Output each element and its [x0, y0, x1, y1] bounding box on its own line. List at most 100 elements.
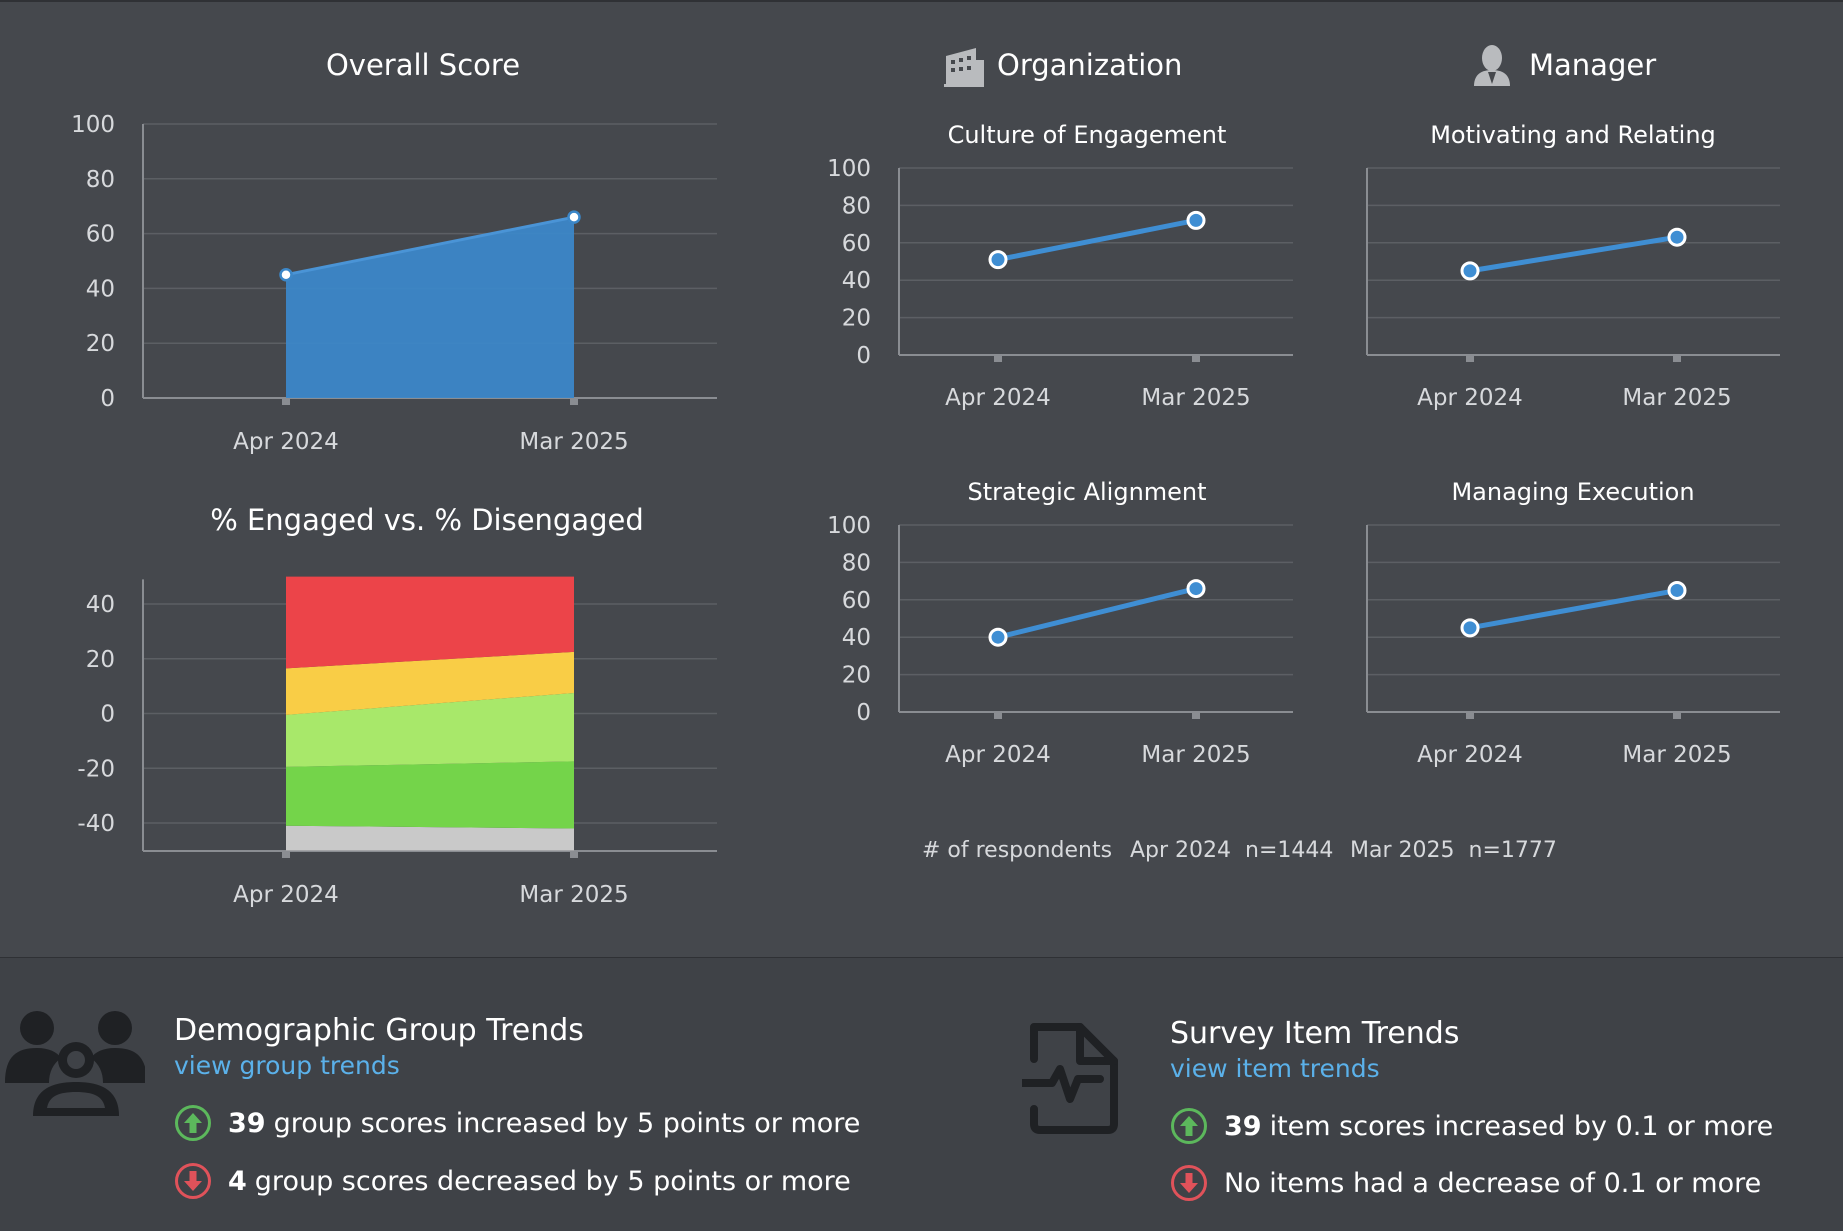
data-point — [279, 267, 293, 282]
respondents-entry-2: Mar 2025 n=1777 — [1350, 838, 1557, 863]
strategic-alignment-chart: Strategic Alignment 0 20 40 60 80 100 Apr 2024 M… — [827, 478, 1293, 768]
y-tick-label: 100 — [827, 156, 871, 182]
data-point — [1186, 579, 1206, 599]
y-tick-label: 0 — [856, 700, 871, 726]
y-tick-label: 40 — [86, 276, 115, 302]
y-tick-label: 40 — [842, 268, 871, 294]
y-tick-label: 80 — [842, 193, 871, 219]
item-decrease-text: No items had a decrease of 0.1 or more — [1224, 1167, 1762, 1199]
overall-score-chart: Overall Score 0 20 40 60 80 100 Apr 2024 Mar 202… — [71, 48, 717, 455]
y-tick-label: 0 — [100, 386, 115, 412]
item-increase-row: 39 item scores increased by 0.1 or more — [1170, 1107, 1773, 1145]
group-decrease-count: 4 — [228, 1165, 247, 1197]
y-tick-label: 80 — [842, 550, 871, 576]
data-point — [1667, 227, 1687, 247]
top-border — [0, 0, 1843, 2]
charts-area: Organization Manager Overall Score 0 20 40 6… — [71, 45, 1780, 908]
y-tick-label: 60 — [86, 222, 115, 248]
y-tick-label: 40 — [86, 592, 115, 618]
survey-item-trends-title: Survey Item Trends — [1170, 1016, 1460, 1051]
group-decrease-text: group scores decreased by 5 points or mo… — [254, 1165, 851, 1197]
data-point — [1667, 580, 1687, 600]
y-tick-label: -40 — [77, 811, 115, 837]
x-tick-mark — [1192, 355, 1200, 362]
group-increase-count: 39 — [228, 1107, 266, 1139]
item-increase-count: 39 — [1224, 1110, 1262, 1142]
y-tick-label: 20 — [86, 331, 115, 357]
demographic-trends-title: Demographic Group Trends — [174, 1013, 584, 1048]
x-tick-mark — [1466, 355, 1474, 362]
x-tick-mark — [282, 851, 290, 858]
y-tick-label: 100 — [71, 112, 115, 138]
respondents-period: Apr 2024 — [1130, 838, 1232, 863]
motivating-and-relating-chart: Motivating and Relating Apr 2024 Mar 2025 — [1366, 121, 1780, 411]
respondents-count: n=1777 — [1468, 838, 1557, 863]
x-tick-label: Mar 2025 — [1141, 385, 1250, 411]
data-point — [567, 210, 581, 224]
series-line — [1467, 234, 1680, 274]
arrow-down-icon — [175, 1163, 211, 1199]
y-tick-label: 60 — [842, 231, 871, 257]
person-icon — [1474, 45, 1510, 86]
x-tick-mark — [570, 851, 578, 858]
series-line — [1467, 587, 1680, 631]
y-tick-label: 100 — [827, 513, 871, 539]
data-point — [1186, 210, 1206, 230]
x-tick-mark — [1466, 712, 1474, 719]
y-tick-label: 20 — [86, 647, 115, 673]
x-tick-mark — [994, 355, 1002, 362]
manager-header: Manager — [1474, 45, 1656, 86]
group-increase-text: group scores increased by 5 points or mo… — [273, 1107, 861, 1139]
x-tick-mark — [1673, 355, 1681, 362]
chart-title: Overall Score — [326, 48, 520, 82]
group-decrease-row: 4 group scores decreased by 5 points or … — [174, 1162, 851, 1200]
chart-title: % Engaged vs. % Disengaged — [210, 503, 644, 537]
y-tick-label: 20 — [842, 306, 871, 332]
building-icon — [944, 48, 984, 87]
x-tick-mark — [994, 712, 1002, 719]
x-tick-label: Apr 2024 — [233, 429, 339, 455]
y-tick-label: 20 — [842, 663, 871, 689]
view-item-trends-link[interactable]: view item trends — [1170, 1054, 1380, 1083]
engagement-band — [286, 692, 574, 767]
engagement-band — [286, 761, 574, 829]
engagement-band — [286, 825, 574, 851]
item-increase-text: item scores increased by 0.1 or more — [1269, 1110, 1774, 1142]
y-tick-label: -20 — [77, 756, 115, 782]
x-tick-label: Mar 2025 — [1622, 385, 1731, 411]
respondents-entry-1: Apr 2024 n=1444 — [1130, 838, 1333, 863]
chart-title: Strategic Alignment — [967, 478, 1206, 506]
data-point — [1460, 618, 1480, 638]
y-tick-label: 60 — [842, 588, 871, 614]
y-tick-label: 0 — [100, 702, 115, 728]
view-group-trends-link[interactable]: view group trends — [174, 1051, 400, 1080]
engaged-vs-disengaged-chart: % Engaged vs. % Disengaged 40 20 0 -20 -40 Apr… — [77, 503, 717, 908]
engagement-band — [286, 651, 574, 715]
arrow-up-icon — [175, 1105, 211, 1141]
culture-of-engagement-chart: Culture of Engagement 0 20 40 60 80 100 Apr 202… — [827, 121, 1293, 411]
x-tick-label: Apr 2024 — [1417, 385, 1523, 411]
x-tick-mark — [570, 398, 578, 405]
x-tick-mark — [1673, 712, 1681, 719]
group-icon — [5, 1011, 145, 1116]
respondents-period: Mar 2025 — [1350, 838, 1455, 863]
arrow-down-icon — [1171, 1165, 1207, 1201]
chart-title: Culture of Engagement — [948, 121, 1227, 149]
item-decrease-row: No items had a decrease of 0.1 or more — [1170, 1164, 1761, 1202]
document-pulse-icon — [1022, 1023, 1118, 1134]
managing-execution-chart: Managing Execution Apr 2024 Mar 2025 — [1366, 478, 1780, 768]
x-tick-label: Apr 2024 — [945, 742, 1051, 768]
engagement-band — [286, 576, 574, 669]
respondents-label: # of respondents — [922, 838, 1113, 863]
organization-header: Organization — [944, 48, 1182, 87]
data-point — [988, 250, 1008, 270]
series-line — [995, 217, 1199, 263]
x-tick-label: Mar 2025 — [1141, 742, 1250, 768]
x-tick-label: Apr 2024 — [945, 385, 1051, 411]
x-tick-label: Apr 2024 — [1417, 742, 1523, 768]
series-line — [995, 586, 1199, 640]
manager-title: Manager — [1529, 48, 1656, 82]
organization-title: Organization — [997, 48, 1182, 82]
data-point — [988, 627, 1008, 647]
y-tick-label: 40 — [842, 625, 871, 651]
